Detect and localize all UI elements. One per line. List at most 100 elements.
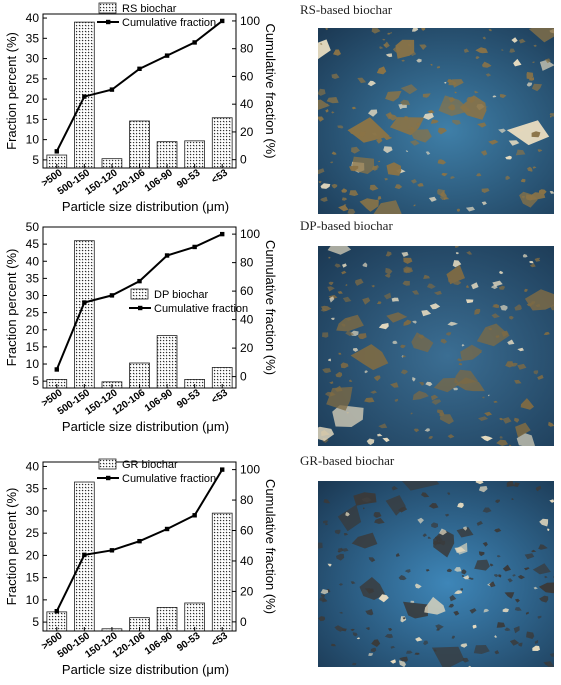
x-tick-label: 90-53 xyxy=(175,167,203,191)
micrograph-image xyxy=(318,28,554,214)
left-tick-label: 5 xyxy=(32,153,39,167)
plot-frame xyxy=(42,461,237,632)
cumulative-point xyxy=(54,367,59,372)
x-tick-label: 106-90 xyxy=(143,387,175,414)
micrograph-image xyxy=(318,246,554,446)
charts-layer: 510152025303540020406080100>500500-15015… xyxy=(4,2,278,677)
bar-120-106 xyxy=(129,120,150,169)
left-tick-label: 5 xyxy=(32,615,39,629)
left-tick-label: 45 xyxy=(26,237,40,251)
x-tick-label: <53 xyxy=(210,167,231,186)
left-tick-label: 50 xyxy=(26,220,40,234)
legend-line-label: Cumulative fraction xyxy=(122,473,216,485)
right-tick-label: 80 xyxy=(240,256,254,270)
cumulative-point xyxy=(82,300,87,305)
chart-3: 510152025303540020406080100>500500-15015… xyxy=(4,458,278,677)
legend-bar-label: RS biochar xyxy=(122,3,177,15)
y2-axis-label: Cumulative fraction (%) xyxy=(263,479,278,614)
right-tick-label: 80 xyxy=(240,493,254,507)
right-tick-label: 20 xyxy=(240,125,254,139)
photo-rs-biochar xyxy=(318,28,554,214)
chart-1: 510152025303540020406080100>500500-15015… xyxy=(4,2,278,214)
x-tick-label: 90-53 xyxy=(175,387,203,411)
left-tick-label: 20 xyxy=(26,548,40,562)
cumulative-point xyxy=(220,467,225,472)
x-tick-label: 90-53 xyxy=(175,630,203,654)
left-tick-label: 15 xyxy=(26,340,40,354)
cumulative-point xyxy=(137,66,142,72)
right-tick-label: 0 xyxy=(240,370,247,384)
right-tick-label: 60 xyxy=(240,69,254,83)
right-tick-label: 80 xyxy=(240,42,254,56)
legend-line-marker xyxy=(138,305,143,311)
cumulative-point xyxy=(164,526,170,532)
right-tick-label: 0 xyxy=(240,615,247,629)
right-tick-label: 40 xyxy=(240,554,254,568)
cumulative-point xyxy=(164,253,170,258)
cumulative-point xyxy=(54,149,59,154)
cumulative-point xyxy=(109,87,115,92)
photo-gr-biochar xyxy=(318,481,554,667)
micrograph-image xyxy=(318,481,554,667)
cumulative-point xyxy=(82,94,87,99)
legend-bar-swatch xyxy=(98,458,117,470)
y2-axis-label: Cumulative fraction (%) xyxy=(263,240,278,375)
legend-bar-label: GR biochar xyxy=(122,459,178,471)
cumulative-point xyxy=(109,548,115,553)
cumulative-point xyxy=(192,244,197,250)
left-tick-label: 15 xyxy=(26,571,40,585)
cumulative-point xyxy=(137,278,142,284)
left-tick-label: 15 xyxy=(26,112,40,126)
legend-line-label: Cumulative fraction xyxy=(154,303,248,315)
cumulative-point xyxy=(192,40,197,45)
bar-90-53 xyxy=(184,602,205,632)
right-tick-label: 100 xyxy=(240,463,260,477)
left-tick-label: 35 xyxy=(26,482,40,496)
photo-caption-rs: RS-based biochar xyxy=(300,2,393,17)
left-tick-label: 10 xyxy=(26,593,40,607)
photo-caption-gr: GR-based biochar xyxy=(300,453,395,468)
x-tick-label: 106-90 xyxy=(143,167,175,194)
bar-90-53 xyxy=(184,140,205,169)
cumulative-point xyxy=(54,609,59,614)
left-tick-label: 40 xyxy=(26,459,40,473)
x-tick-label: <53 xyxy=(210,630,231,649)
left-tick-label: 25 xyxy=(26,72,40,86)
y-axis-label: Fraction percent (%) xyxy=(4,488,19,606)
left-tick-label: 30 xyxy=(26,289,40,303)
bar-<53 xyxy=(211,512,233,632)
right-tick-label: 20 xyxy=(240,341,254,355)
cumulative-point xyxy=(82,552,87,558)
left-tick-label: 20 xyxy=(26,323,40,337)
legend: RS biochar Cumulative fraction xyxy=(97,2,216,29)
cumulative-point xyxy=(220,231,225,237)
right-tick-label: 0 xyxy=(240,153,247,167)
left-tick-label: 40 xyxy=(26,11,40,25)
left-tick-label: 10 xyxy=(26,357,40,371)
y-axis-label: Fraction percent (%) xyxy=(4,249,19,367)
left-tick-label: 20 xyxy=(26,92,40,106)
cumulative-point xyxy=(164,53,170,58)
cumulative-point xyxy=(109,293,115,298)
left-tick-label: 30 xyxy=(26,504,40,518)
chart-2: 5101520253035404550020406080100>500500-1… xyxy=(4,220,278,434)
left-tick-label: 5 xyxy=(32,374,39,388)
left-tick-label: 35 xyxy=(26,271,40,285)
legend: GR biochar Cumulative fraction xyxy=(97,458,216,485)
y2-axis-label: Cumulative fraction (%) xyxy=(263,23,278,158)
cumulative-point xyxy=(137,538,142,544)
x-axis-label: Particle size distribution (μm) xyxy=(62,199,229,214)
y-axis-label: Fraction percent (%) xyxy=(4,32,19,150)
right-tick-label: 100 xyxy=(240,227,260,241)
left-tick-label: 40 xyxy=(26,254,40,268)
x-axis-label: Particle size distribution (μm) xyxy=(62,662,229,677)
legend-line-label: Cumulative fraction xyxy=(122,17,216,29)
photo-caption-dp: DP-based biochar xyxy=(300,218,393,233)
left-tick-label: 30 xyxy=(26,52,40,66)
left-tick-label: 10 xyxy=(26,133,40,147)
cumulative-point xyxy=(220,18,225,24)
left-tick-label: 25 xyxy=(26,526,40,540)
legend: DP biochar Cumulative fraction xyxy=(129,288,248,315)
right-tick-label: 60 xyxy=(240,284,254,298)
